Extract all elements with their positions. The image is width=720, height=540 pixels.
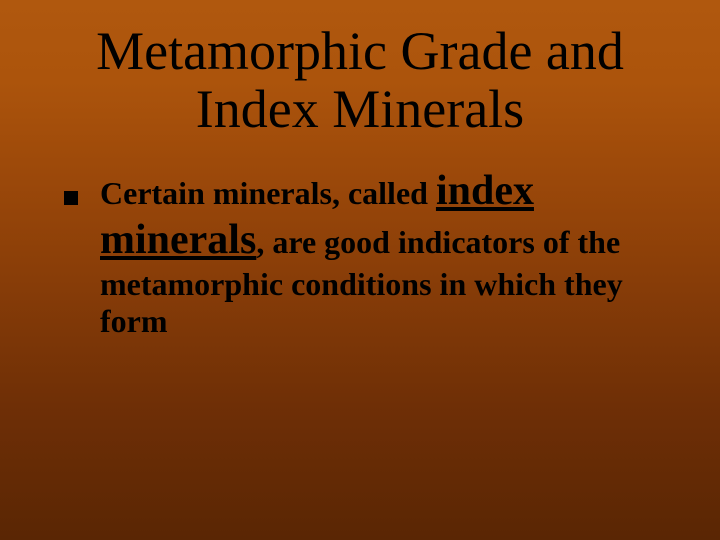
slide-body: Certain minerals, called index minerals,… <box>48 159 672 342</box>
slide-title: Metamorphic Grade and Index Minerals <box>48 22 672 139</box>
slide: Metamorphic Grade and Index Minerals Cer… <box>0 0 720 540</box>
bullet-text: Certain minerals, called index minerals,… <box>100 167 664 342</box>
title-line-1: Metamorphic Grade and <box>96 21 624 81</box>
square-bullet-icon <box>64 191 78 205</box>
title-line-2: Index Minerals <box>196 79 524 139</box>
bullet-item: Certain minerals, called index minerals,… <box>64 167 664 342</box>
text-segment: Certain minerals, called <box>100 175 436 211</box>
